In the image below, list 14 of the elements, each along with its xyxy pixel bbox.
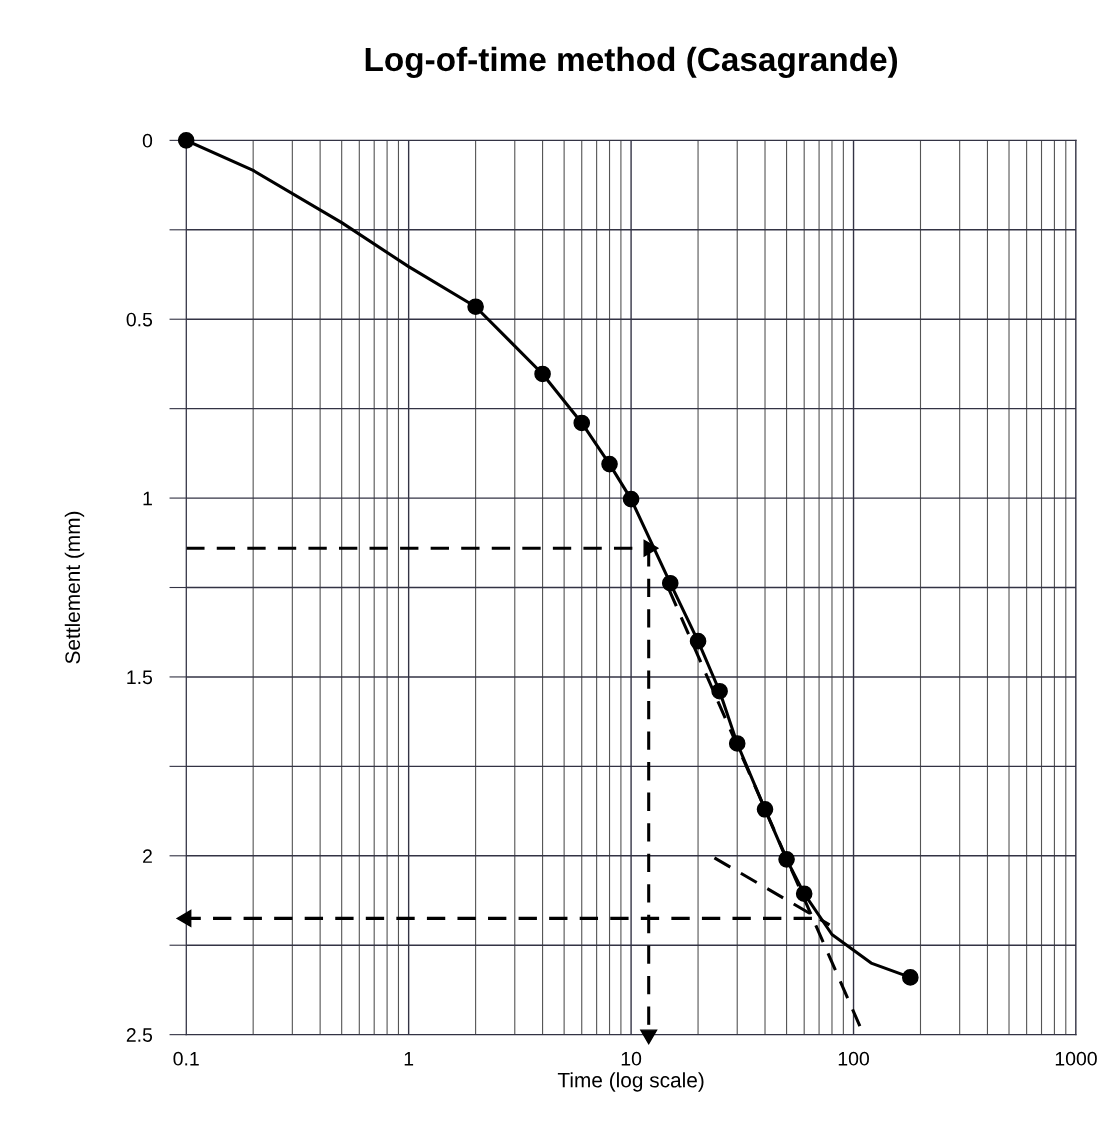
x-axis-title: Time (log scale) (557, 1072, 704, 1092)
chart-title: Log-of-time method (Casagrande) (365, 46, 898, 78)
x-tick-label: 1 (404, 1052, 414, 1066)
x-tick-label: 1000 (1055, 1051, 1097, 1066)
x-tick-label: 100 (838, 1051, 869, 1066)
x-tick-label: 0.1 (173, 1051, 199, 1066)
y-tick-label: 2 (143, 849, 152, 863)
y-tick-label: 1.5 (127, 670, 153, 685)
y-tick-label: 1 (143, 491, 152, 506)
y-tick-label: 0 (142, 133, 153, 148)
x-tick-label: 10 (621, 1051, 642, 1066)
y-axis-title: Settlement (mm) (64, 511, 85, 664)
y-tick-label: 0.5 (126, 312, 153, 327)
y-tick-label: 2.5 (126, 1028, 153, 1042)
